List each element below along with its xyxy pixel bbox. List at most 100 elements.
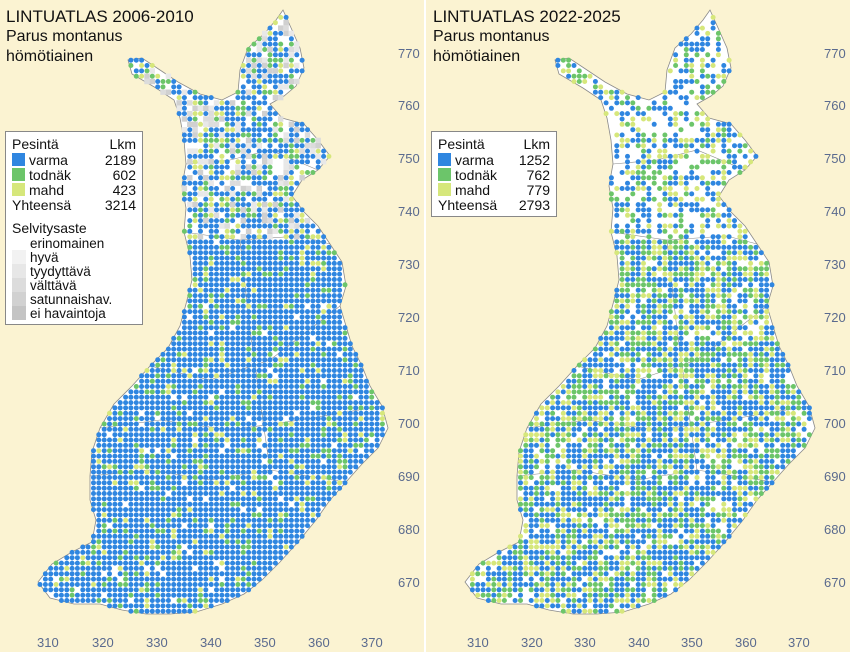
observation-dot bbox=[283, 405, 289, 411]
observation-dot bbox=[133, 68, 139, 74]
observation-dot bbox=[117, 464, 123, 470]
observation-dot bbox=[705, 260, 711, 266]
observation-dot bbox=[705, 362, 711, 368]
observation-dot bbox=[165, 458, 171, 464]
observation-dot bbox=[305, 464, 310, 470]
observation-dot bbox=[155, 469, 161, 475]
observation-dot bbox=[294, 442, 300, 448]
observation-dot bbox=[694, 346, 700, 352]
observation-dot bbox=[641, 319, 646, 325]
observation-dot bbox=[256, 303, 262, 309]
observation-dot bbox=[240, 544, 246, 550]
observation-dot bbox=[91, 544, 96, 550]
observation-dot bbox=[576, 68, 582, 74]
observation-dot bbox=[662, 186, 668, 191]
observation-dot bbox=[683, 351, 689, 357]
observation-dot bbox=[673, 362, 679, 368]
observation-dot bbox=[101, 549, 107, 555]
observation-dot bbox=[689, 277, 695, 282]
observation-dot bbox=[566, 416, 572, 422]
observation-dot bbox=[160, 608, 166, 614]
observation-dot bbox=[283, 14, 289, 20]
observation-dot bbox=[112, 555, 118, 561]
observation-dot bbox=[576, 410, 582, 416]
observation-dot bbox=[107, 582, 112, 587]
observation-dot bbox=[646, 271, 652, 277]
observation-dot bbox=[171, 426, 177, 432]
observation-dot bbox=[246, 282, 252, 288]
observation-dot bbox=[764, 303, 770, 309]
observation-dot bbox=[160, 394, 166, 400]
observation-dot bbox=[315, 266, 321, 272]
observation-dot bbox=[310, 351, 316, 357]
observation-dot bbox=[187, 539, 193, 545]
observation-dot bbox=[214, 330, 219, 336]
observation-dot bbox=[758, 384, 764, 389]
observation-dot bbox=[764, 346, 770, 352]
observation-dot bbox=[732, 239, 737, 245]
observation-dot bbox=[181, 351, 187, 357]
observation-dot bbox=[785, 362, 791, 368]
observation-dot bbox=[715, 170, 721, 175]
observation-dot bbox=[187, 501, 193, 507]
observation-dot bbox=[155, 501, 161, 507]
observation-dot bbox=[203, 271, 209, 277]
observation-dot bbox=[160, 533, 166, 539]
observation-dot bbox=[710, 79, 716, 84]
observation-dot bbox=[305, 170, 310, 175]
observation-dot bbox=[651, 394, 657, 400]
observation-dot bbox=[299, 389, 305, 395]
observation-dot bbox=[379, 416, 385, 422]
observation-dot bbox=[732, 330, 737, 336]
observation-dot bbox=[235, 175, 241, 181]
observation-dot bbox=[181, 485, 187, 491]
observation-dot bbox=[774, 421, 780, 427]
observation-dot bbox=[267, 480, 273, 486]
observation-dot bbox=[208, 127, 214, 133]
observation-dot bbox=[625, 244, 630, 250]
observation-dot bbox=[726, 384, 732, 389]
observation-dot bbox=[715, 234, 721, 240]
observation-dot bbox=[208, 565, 214, 571]
observation-dot bbox=[748, 400, 754, 406]
observation-dot bbox=[96, 464, 102, 470]
observation-dot bbox=[219, 282, 225, 288]
observation-dot bbox=[288, 410, 294, 416]
observation-dot bbox=[283, 330, 289, 336]
observation-dot bbox=[710, 196, 716, 202]
observation-dot bbox=[256, 549, 262, 555]
observation-dot bbox=[283, 212, 289, 218]
observation-dot bbox=[112, 544, 118, 550]
observation-dot bbox=[694, 271, 700, 277]
observation-dot bbox=[240, 410, 246, 416]
observation-dot bbox=[219, 517, 225, 523]
observation-dot bbox=[181, 405, 187, 411]
observation-dot bbox=[705, 36, 711, 42]
observation-dot bbox=[101, 582, 107, 587]
observation-dot bbox=[272, 330, 278, 336]
observation-dot bbox=[555, 63, 561, 68]
observation-dot bbox=[240, 164, 246, 170]
observation-dot bbox=[278, 14, 284, 20]
observation-dot bbox=[133, 491, 139, 496]
observation-dot bbox=[155, 571, 161, 577]
observation-dot bbox=[278, 346, 284, 352]
observation-dot bbox=[571, 421, 577, 427]
observation-dot bbox=[214, 394, 219, 400]
observation-dot bbox=[192, 464, 198, 470]
observation-dot bbox=[235, 485, 241, 491]
observation-dot bbox=[592, 389, 598, 395]
observation-dot bbox=[160, 373, 166, 379]
observation-dot bbox=[299, 143, 305, 149]
observation-dot bbox=[358, 437, 364, 443]
observation-dot bbox=[657, 378, 663, 384]
observation-dot bbox=[192, 298, 198, 304]
observation-dot bbox=[256, 373, 262, 379]
observation-dot bbox=[187, 394, 193, 400]
observation-dot bbox=[235, 539, 241, 545]
observation-dot bbox=[230, 491, 236, 496]
observation-dot bbox=[299, 501, 305, 507]
observation-dot bbox=[160, 475, 166, 480]
observation-dot bbox=[646, 244, 652, 250]
observation-dot bbox=[667, 368, 673, 373]
